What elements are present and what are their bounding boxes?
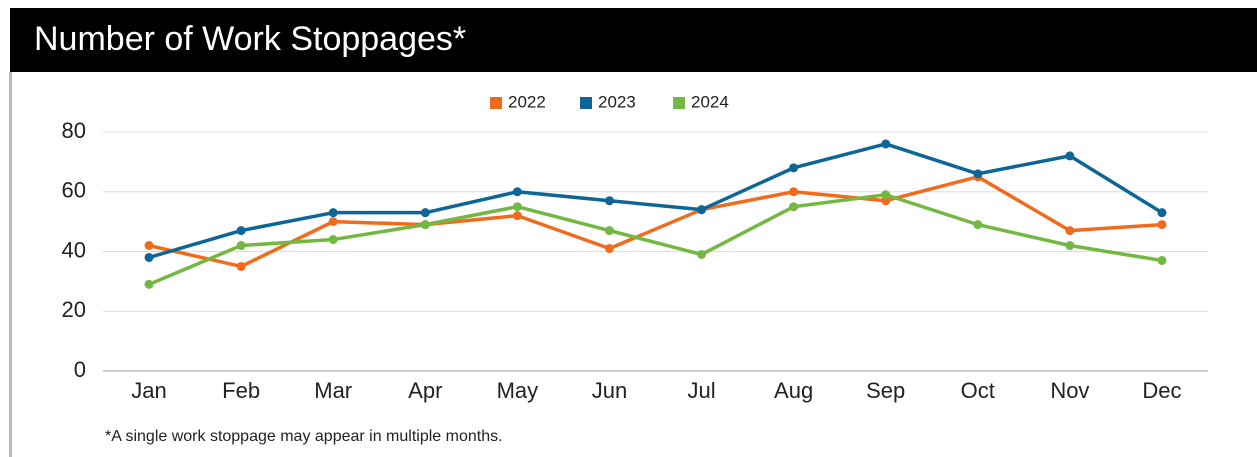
legend-label: 2022 xyxy=(508,92,546,111)
data-point xyxy=(789,187,799,197)
series-line xyxy=(148,142,1163,260)
y-tick-label: 0 xyxy=(74,357,86,382)
data-point xyxy=(328,235,338,245)
legend-label: 2023 xyxy=(598,92,636,111)
legend-swatch xyxy=(490,97,502,109)
series-line xyxy=(148,192,1163,286)
data-point xyxy=(144,241,154,251)
data-point xyxy=(1065,151,1075,161)
data-point xyxy=(420,220,430,230)
legend-label: 2024 xyxy=(691,92,729,111)
y-tick-label: 40 xyxy=(62,237,86,262)
data-point xyxy=(973,220,983,230)
data-point xyxy=(789,163,799,173)
footnote: *A single work stoppage may appear in mu… xyxy=(105,428,503,445)
data-point xyxy=(236,241,246,251)
data-point xyxy=(604,226,614,236)
title-bar xyxy=(10,8,1257,72)
data-point xyxy=(328,217,338,227)
x-tick-label: Jan xyxy=(131,378,166,403)
data-point xyxy=(1065,226,1075,236)
data-point xyxy=(144,279,154,289)
data-point xyxy=(420,208,430,218)
chart-title: Number of Work Stoppages* xyxy=(34,20,466,58)
data-point xyxy=(789,202,799,212)
y-tick-label: 80 xyxy=(62,118,86,143)
x-tick-label: Apr xyxy=(408,378,442,403)
data-point xyxy=(881,190,891,200)
data-point xyxy=(236,226,246,236)
data-point xyxy=(1157,220,1167,230)
y-tick-label: 60 xyxy=(62,178,86,203)
x-tick-label: Jul xyxy=(687,378,715,403)
y-tick-label: 20 xyxy=(62,297,86,322)
data-point xyxy=(512,202,522,212)
data-point xyxy=(697,249,707,259)
data-point xyxy=(512,211,522,221)
x-tick-label: Oct xyxy=(961,378,995,403)
data-point xyxy=(236,261,246,271)
legend-swatch xyxy=(580,97,592,109)
data-point xyxy=(144,252,154,262)
x-tick-label: Jun xyxy=(592,378,627,403)
data-point xyxy=(512,187,522,197)
series-line xyxy=(148,175,1163,269)
x-tick-label: Aug xyxy=(774,378,813,403)
legend-swatch xyxy=(673,97,685,109)
data-point xyxy=(328,208,338,218)
data-point xyxy=(973,169,983,179)
data-point xyxy=(1157,208,1167,218)
data-point xyxy=(604,244,614,254)
data-point xyxy=(604,196,614,206)
x-tick-label: Feb xyxy=(222,378,260,403)
x-tick-label: Sep xyxy=(866,378,905,403)
data-point xyxy=(1157,255,1167,265)
x-tick-label: Nov xyxy=(1050,378,1089,403)
data-point xyxy=(697,205,707,215)
data-point xyxy=(1065,241,1075,251)
x-tick-label: Dec xyxy=(1142,378,1181,403)
x-tick-label: Mar xyxy=(314,378,352,403)
data-point xyxy=(881,139,891,149)
x-tick-label: May xyxy=(497,378,539,403)
